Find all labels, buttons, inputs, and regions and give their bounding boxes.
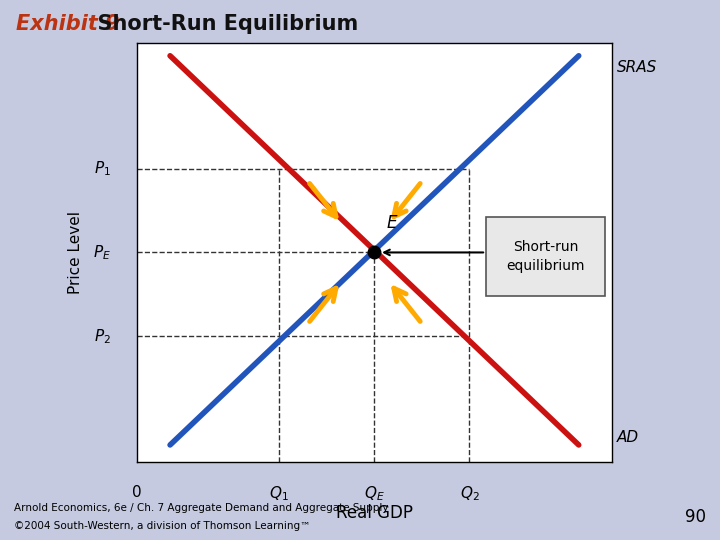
Text: $P_2$: $P_2$ [94,327,111,346]
Text: Short-Run Equilibrium: Short-Run Equilibrium [83,14,358,33]
FancyBboxPatch shape [486,217,605,296]
Text: Real GDP: Real GDP [336,503,413,522]
Text: AD: AD [617,430,639,445]
Text: Exhibit 9: Exhibit 9 [16,14,120,33]
Text: Short-run
equilibrium: Short-run equilibrium [506,240,585,273]
Text: E: E [387,213,397,232]
Text: Price Level: Price Level [68,211,83,294]
Text: $Q_1$: $Q_1$ [269,485,289,503]
Text: $Q_E$: $Q_E$ [364,485,384,503]
Text: $P_E$: $P_E$ [93,243,111,262]
Text: $Q_2$: $Q_2$ [459,485,480,503]
Text: 0: 0 [132,485,142,500]
Text: SRAS: SRAS [617,60,657,75]
Text: $P_1$: $P_1$ [94,159,111,178]
Text: ©2004 South-Western, a division of Thomson Learning™: ©2004 South-Western, a division of Thoms… [14,521,311,531]
Text: 90: 90 [685,508,706,526]
Text: Arnold Economics, 6e / Ch. 7 Aggregate Demand and Aggregate Supply: Arnold Economics, 6e / Ch. 7 Aggregate D… [14,503,389,513]
